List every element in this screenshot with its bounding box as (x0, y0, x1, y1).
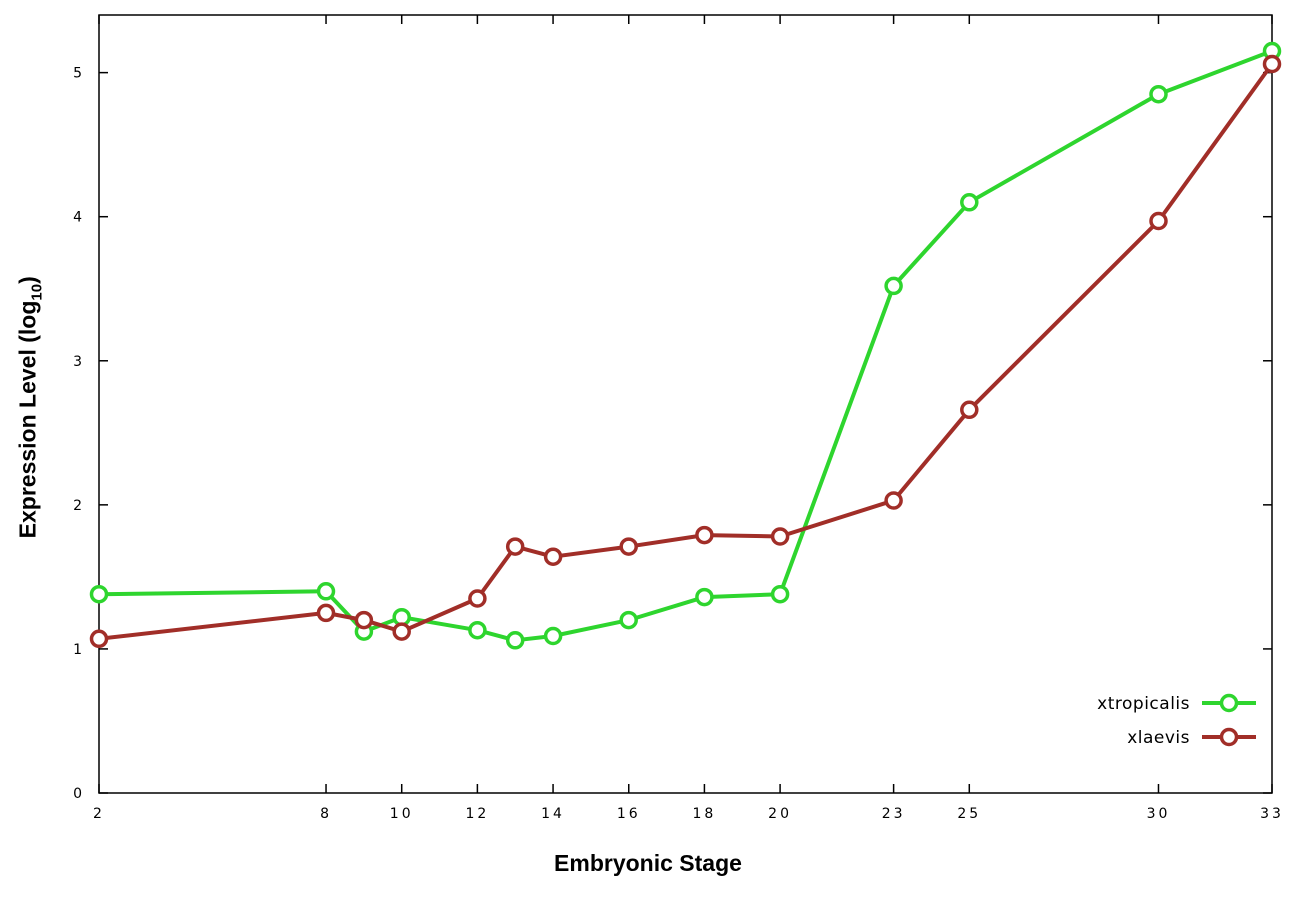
data-point-marker-xlaevis (89, 629, 109, 649)
data-point-marker-xlaevis (543, 547, 563, 566)
data-point-marker-xlaevis (770, 527, 790, 546)
y-tick-label: 2 (73, 498, 85, 514)
series-line-xtropicalis (97, 49, 1274, 643)
y-tick-label: 5 (73, 66, 85, 82)
data-point-marker-xlaevis (1149, 211, 1168, 231)
data-point-marker-xtropicalis (960, 193, 979, 212)
y-tick-label: 1 (73, 642, 85, 658)
data-point-marker-xtropicalis (1149, 84, 1168, 104)
x-tick-label: 18 (693, 806, 717, 822)
data-point-marker-xlaevis (505, 537, 525, 556)
legend-label-xtropicalis: xtropicalis (1097, 694, 1190, 714)
x-tick-label: 14 (541, 806, 565, 822)
y-axis-title-subscript: 10 (28, 283, 46, 301)
data-point-marker-xlaevis (1262, 54, 1282, 74)
data-point-marker-xtropicalis (468, 620, 487, 640)
y-axis-title-main: Expression Level (log (14, 300, 41, 539)
legend-item-xtropicalis: xtropicalis (1097, 693, 1256, 714)
legend-item-xlaevis: xlaevis (1127, 727, 1256, 748)
y-axis-title-close: ) (14, 276, 41, 284)
data-point-marker-xlaevis (960, 400, 979, 420)
data-point-marker-xlaevis (884, 491, 903, 510)
data-point-marker-xtropicalis (695, 587, 714, 607)
data-point-marker-xtropicalis (316, 582, 336, 601)
x-tick-label: 12 (465, 806, 489, 822)
x-tick-label: 30 (1147, 806, 1171, 822)
y-tick-label: 3 (73, 354, 85, 370)
series-line-xlaevis (97, 62, 1274, 641)
x-tick-label: 23 (882, 806, 906, 822)
data-point-marker-xlaevis (619, 537, 638, 556)
series-xlaevis (89, 54, 1282, 649)
x-tick-label: 2 (93, 806, 105, 822)
data-point-marker-xtropicalis (543, 626, 563, 646)
y-tick-label: 0 (73, 786, 85, 802)
plot-border (98, 14, 1273, 794)
y-axis-title: Expression Level (log10) (15, 207, 46, 607)
data-point-marker-xtropicalis (89, 584, 109, 604)
legend-marker-sample-xlaevis (1219, 727, 1239, 747)
x-axis-title: Embryonic Stage (554, 850, 742, 876)
legend-label-xlaevis: xlaevis (1127, 728, 1190, 748)
x-tick-label: 33 (1260, 806, 1284, 822)
data-point-marker-xtropicalis (619, 610, 638, 630)
data-point-marker-xtropicalis (770, 584, 790, 604)
data-point-marker-xlaevis (354, 610, 374, 630)
data-point-marker-xlaevis (468, 589, 487, 608)
series-xtropicalis (89, 41, 1282, 650)
x-tick-label: 16 (617, 806, 641, 822)
x-tick-label: 20 (768, 806, 792, 822)
legend-marker-sample-xtropicalis (1219, 693, 1239, 713)
data-point-marker-xtropicalis (884, 276, 903, 296)
data-point-marker-xlaevis (392, 622, 411, 641)
x-axis-ticks: 2 8 10 12 14 16 18 20 23 25 30 33 (93, 15, 1284, 822)
y-axis-ticks: 0 1 2 3 4 5 (73, 66, 1272, 802)
x-tick-label: 8 (320, 806, 332, 822)
data-point-marker-xlaevis (695, 525, 714, 545)
x-tick-label: 25 (957, 806, 981, 822)
data-point-marker-xtropicalis (505, 631, 525, 650)
data-point-marker-xlaevis (316, 603, 336, 623)
y-tick-label: 4 (73, 210, 85, 226)
x-tick-label: 10 (390, 806, 414, 822)
legend: xtropicalis xlaevis (1097, 693, 1256, 748)
